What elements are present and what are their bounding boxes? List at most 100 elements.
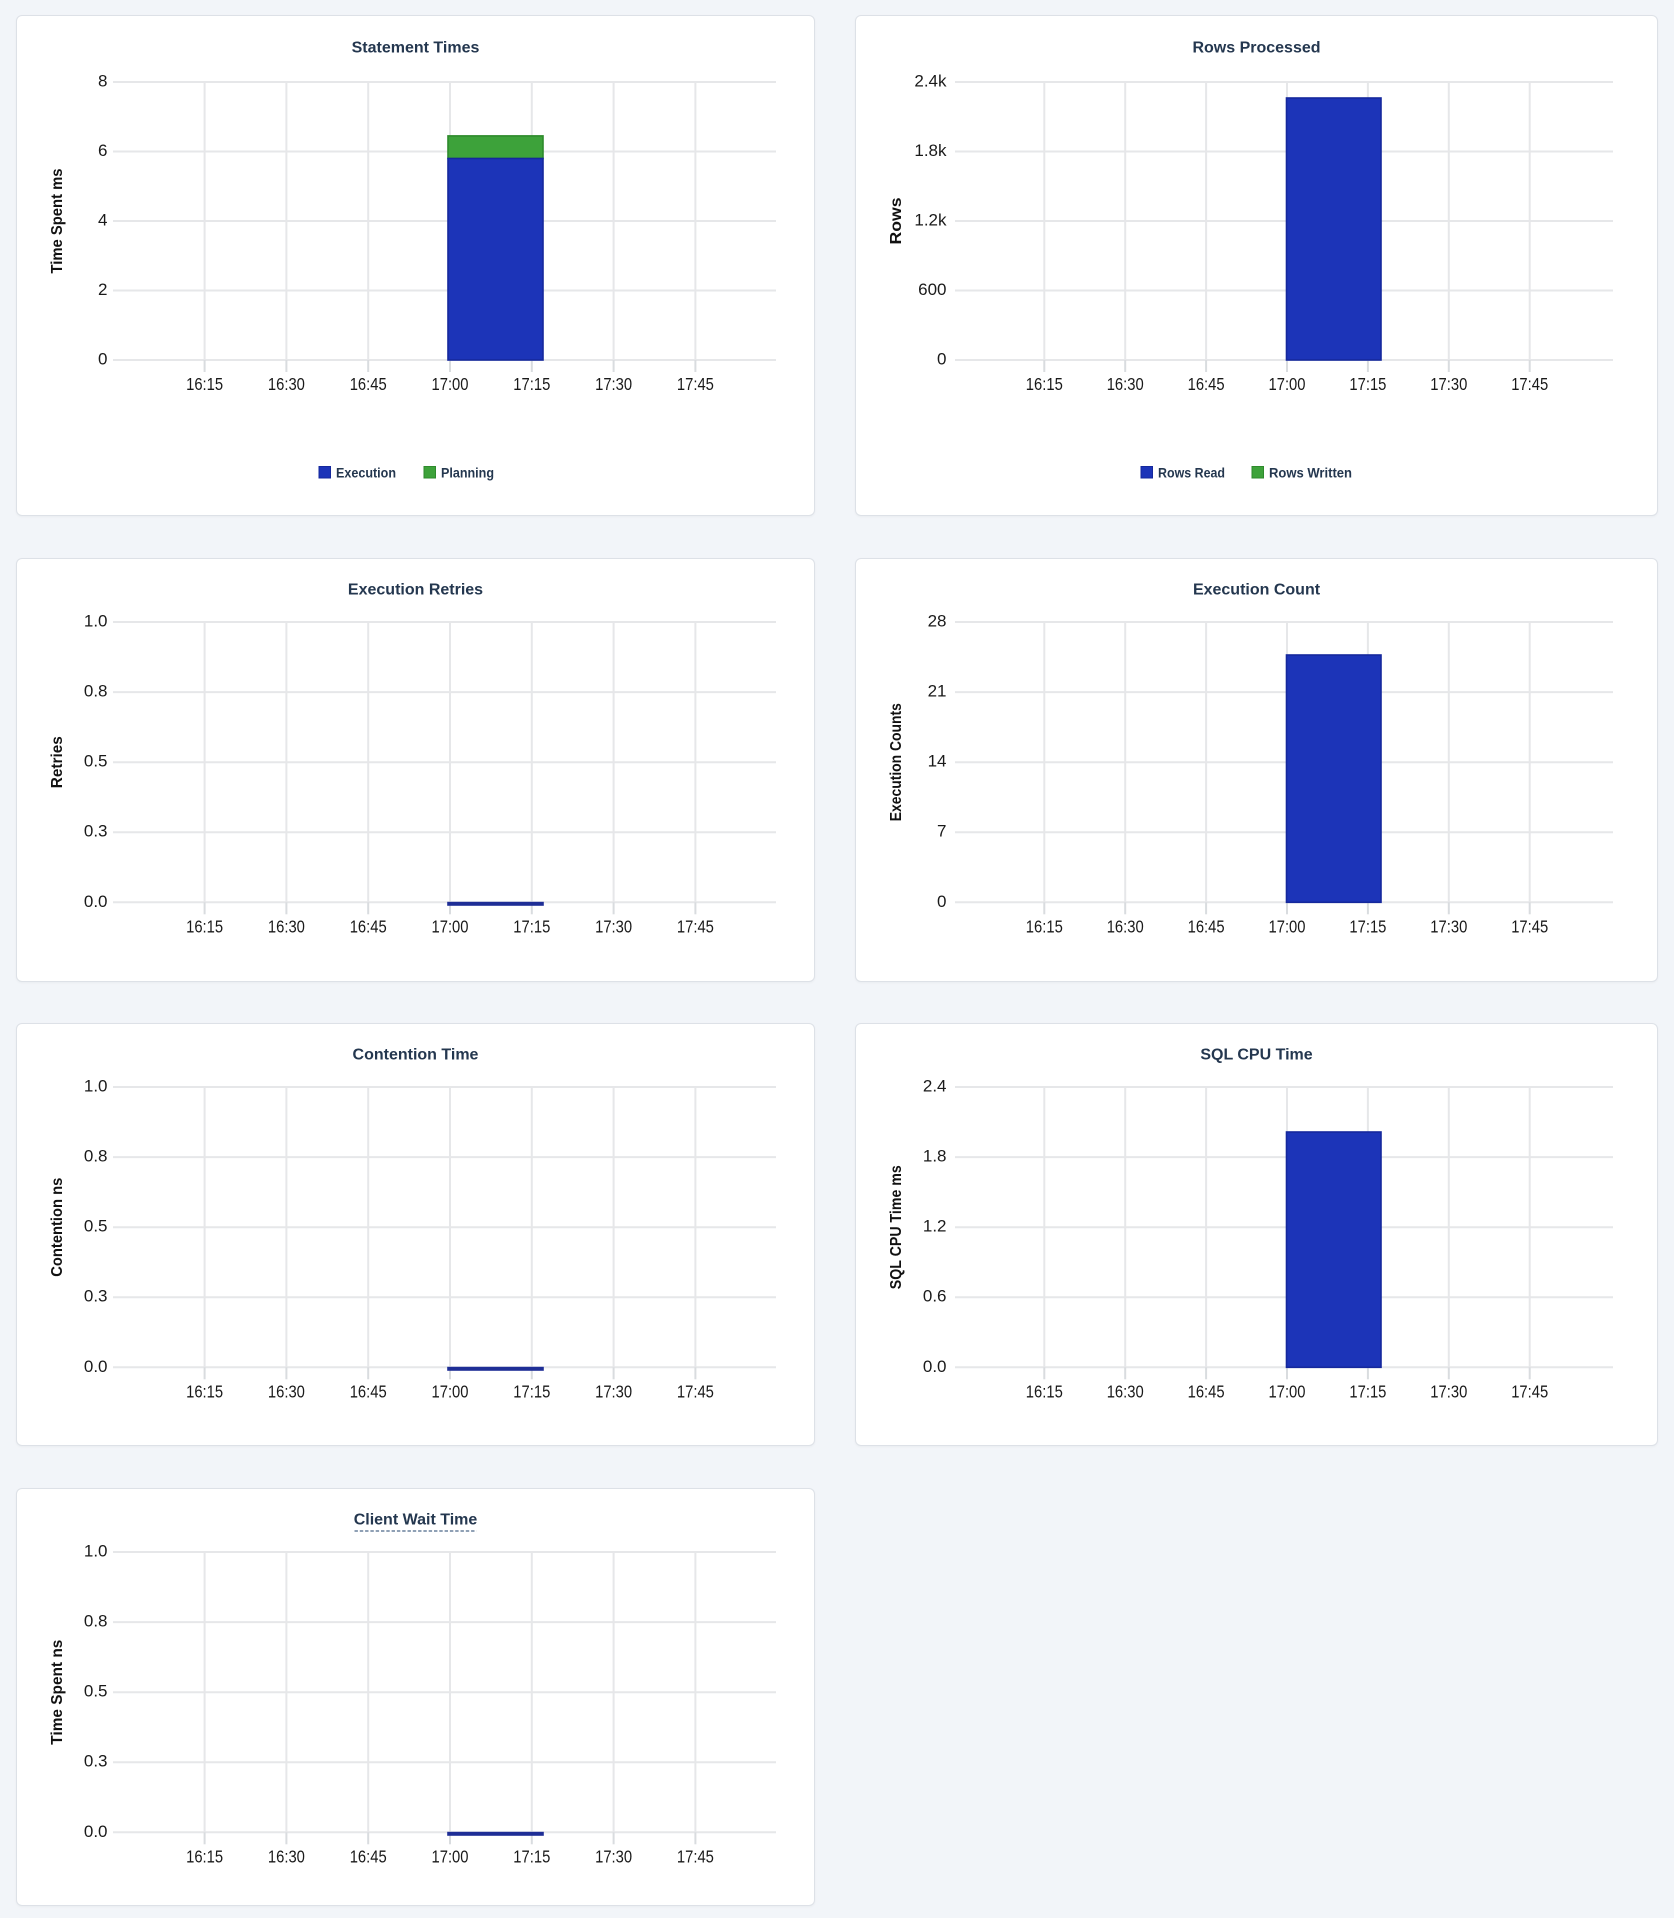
- svg-text:1.0: 1.0: [84, 612, 108, 631]
- svg-text:0.0: 0.0: [84, 1357, 108, 1376]
- svg-text:Client Wait Time: Client Wait Time: [354, 1512, 478, 1529]
- svg-text:Rows Written: Rows Written: [1269, 465, 1352, 481]
- svg-text:17:45: 17:45: [677, 917, 714, 937]
- svg-text:17:15: 17:15: [513, 917, 550, 937]
- svg-text:0: 0: [937, 892, 946, 911]
- svg-text:Execution: Execution: [336, 465, 396, 481]
- svg-text:17:30: 17:30: [595, 1382, 632, 1402]
- svg-text:0.0: 0.0: [84, 892, 108, 911]
- svg-text:16:15: 16:15: [1026, 917, 1063, 937]
- svg-text:Time Spent ns: Time Spent ns: [49, 1640, 66, 1745]
- svg-text:17:00: 17:00: [1269, 917, 1306, 937]
- svg-text:600: 600: [918, 280, 946, 299]
- svg-text:2.4k: 2.4k: [914, 72, 947, 91]
- svg-text:16:30: 16:30: [1107, 917, 1144, 937]
- svg-text:21: 21: [928, 682, 947, 701]
- svg-text:17:45: 17:45: [1511, 917, 1548, 937]
- svg-text:1.0: 1.0: [84, 1077, 108, 1096]
- svg-text:SQL CPU Time ms: SQL CPU Time ms: [888, 1165, 905, 1289]
- svg-text:2.4: 2.4: [923, 1077, 947, 1096]
- svg-text:17:00: 17:00: [1269, 1382, 1306, 1402]
- svg-text:Contention Time: Contention Time: [353, 1047, 479, 1064]
- svg-text:1.0: 1.0: [84, 1542, 108, 1561]
- svg-text:16:45: 16:45: [350, 374, 387, 394]
- svg-text:0: 0: [98, 350, 107, 369]
- svg-text:17:00: 17:00: [432, 917, 469, 937]
- svg-text:Execution Retries: Execution Retries: [348, 582, 483, 599]
- svg-text:16:30: 16:30: [268, 374, 305, 394]
- svg-text:Contention ns: Contention ns: [49, 1178, 66, 1277]
- svg-text:17:15: 17:15: [513, 1847, 550, 1867]
- svg-text:16:30: 16:30: [268, 1847, 305, 1867]
- svg-text:6: 6: [98, 141, 107, 160]
- svg-text:Rows: Rows: [888, 197, 905, 244]
- svg-text:17:30: 17:30: [595, 374, 632, 394]
- svg-text:17:15: 17:15: [1349, 374, 1386, 394]
- svg-text:16:15: 16:15: [186, 1382, 223, 1402]
- svg-text:Planning: Planning: [441, 465, 494, 481]
- svg-text:17:00: 17:00: [432, 374, 469, 394]
- svg-text:17:30: 17:30: [595, 917, 632, 937]
- svg-text:0.6: 0.6: [923, 1287, 947, 1306]
- svg-text:17:45: 17:45: [677, 1382, 714, 1402]
- svg-text:17:00: 17:00: [432, 1382, 469, 1402]
- svg-text:0.0: 0.0: [923, 1357, 947, 1376]
- svg-text:16:15: 16:15: [1026, 1382, 1063, 1402]
- svg-text:16:45: 16:45: [1188, 917, 1225, 937]
- svg-text:0.5: 0.5: [84, 752, 108, 771]
- svg-text:16:45: 16:45: [350, 917, 387, 937]
- svg-text:0.8: 0.8: [84, 1147, 108, 1166]
- svg-text:16:15: 16:15: [186, 917, 223, 937]
- svg-text:2: 2: [98, 280, 107, 299]
- svg-text:17:15: 17:15: [1349, 917, 1386, 937]
- svg-text:Time Spent ms: Time Spent ms: [49, 168, 66, 273]
- svg-text:17:30: 17:30: [595, 1847, 632, 1867]
- svg-text:SQL CPU Time: SQL CPU Time: [1200, 1047, 1312, 1064]
- svg-text:16:30: 16:30: [268, 1382, 305, 1402]
- svg-text:17:45: 17:45: [1511, 374, 1548, 394]
- svg-text:1.8: 1.8: [923, 1147, 947, 1166]
- svg-text:8: 8: [98, 72, 107, 91]
- svg-text:16:30: 16:30: [1107, 374, 1144, 394]
- svg-text:28: 28: [928, 612, 947, 631]
- svg-text:17:15: 17:15: [1349, 1382, 1386, 1402]
- svg-text:16:45: 16:45: [1188, 374, 1225, 394]
- svg-text:16:45: 16:45: [1188, 1382, 1225, 1402]
- svg-text:17:30: 17:30: [1430, 917, 1467, 937]
- svg-text:0.5: 0.5: [84, 1682, 108, 1701]
- svg-text:0.8: 0.8: [84, 682, 108, 701]
- svg-text:0.3: 0.3: [84, 1287, 108, 1306]
- svg-text:Statement Times: Statement Times: [352, 40, 480, 57]
- svg-text:17:00: 17:00: [432, 1847, 469, 1867]
- svg-text:0: 0: [937, 350, 946, 369]
- svg-text:17:45: 17:45: [1511, 1382, 1548, 1402]
- svg-text:Retries: Retries: [49, 736, 66, 788]
- svg-text:17:00: 17:00: [1269, 374, 1306, 394]
- svg-text:4: 4: [98, 211, 107, 230]
- svg-text:17:30: 17:30: [1430, 374, 1467, 394]
- svg-text:17:45: 17:45: [677, 374, 714, 394]
- svg-text:16:30: 16:30: [1107, 1382, 1144, 1402]
- svg-text:17:15: 17:15: [513, 1382, 550, 1402]
- svg-text:16:45: 16:45: [350, 1382, 387, 1402]
- svg-text:17:45: 17:45: [677, 1847, 714, 1867]
- svg-text:0.3: 0.3: [84, 822, 108, 841]
- svg-text:17:15: 17:15: [513, 374, 550, 394]
- svg-text:1.8k: 1.8k: [914, 141, 947, 160]
- svg-text:0.3: 0.3: [84, 1752, 108, 1771]
- svg-text:16:45: 16:45: [350, 1847, 387, 1867]
- svg-text:1.2: 1.2: [923, 1217, 947, 1236]
- svg-text:0.0: 0.0: [84, 1822, 108, 1841]
- svg-text:0.5: 0.5: [84, 1217, 108, 1236]
- svg-text:16:15: 16:15: [186, 374, 223, 394]
- svg-text:17:30: 17:30: [1430, 1382, 1467, 1402]
- svg-text:16:30: 16:30: [268, 917, 305, 937]
- svg-text:16:15: 16:15: [186, 1847, 223, 1867]
- svg-text:Rows Read: Rows Read: [1158, 465, 1225, 481]
- svg-text:Execution Count: Execution Count: [1193, 582, 1321, 599]
- svg-text:Execution Counts: Execution Counts: [888, 703, 905, 821]
- svg-text:1.2k: 1.2k: [914, 211, 947, 230]
- svg-text:0.8: 0.8: [84, 1612, 108, 1631]
- svg-text:14: 14: [928, 752, 947, 771]
- svg-text:7: 7: [937, 822, 946, 841]
